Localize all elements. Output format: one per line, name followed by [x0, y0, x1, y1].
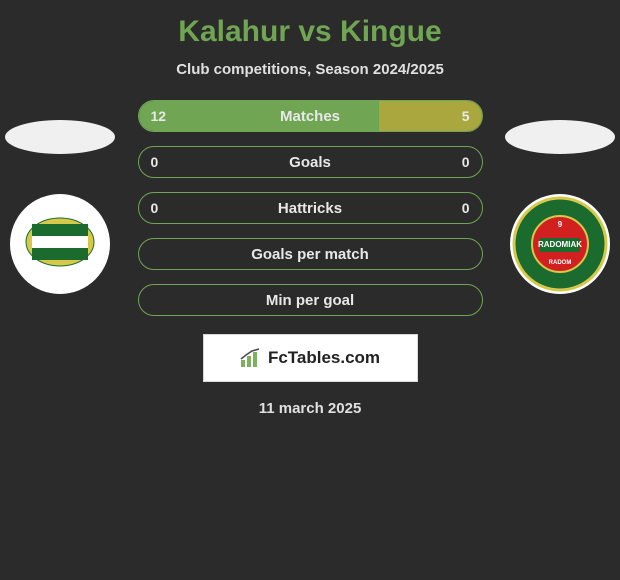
comparison-bars: 125Matches 00Goals 00Hattricks Goals per ma…	[138, 100, 483, 316]
left-player-placeholder	[5, 120, 115, 154]
right-player-column: RADOMIAK RADOM 9	[500, 120, 620, 294]
bar-chart-icon	[240, 348, 262, 368]
bar-label: Goals per match	[139, 239, 482, 269]
left-club-logo	[10, 194, 110, 294]
bar-row: 125Matches	[138, 100, 483, 132]
page-title: Kalahur vs Kingue	[0, 15, 620, 49]
site-badge-text: FcTables.com	[268, 348, 380, 368]
bar-label: Hattricks	[139, 193, 482, 223]
bar-row: 00Hattricks	[138, 192, 483, 224]
lechia-logo-icon	[10, 194, 110, 294]
comparison-card: Kalahur vs Kingue Club competitions, Sea…	[0, 0, 620, 417]
right-club-logo: RADOMIAK RADOM 9	[510, 194, 610, 294]
svg-text:RADOM: RADOM	[549, 260, 572, 266]
subtitle: Club competitions, Season 2024/2025	[0, 61, 620, 78]
radomiak-logo-icon: RADOMIAK RADOM 9	[510, 194, 610, 294]
bar-row: 00Goals	[138, 146, 483, 178]
svg-text:RADOMIAK: RADOMIAK	[538, 240, 582, 249]
bar-row: Goals per match	[138, 238, 483, 270]
svg-text:9: 9	[558, 220, 563, 229]
site-badge[interactable]: FcTables.com	[203, 334, 418, 382]
bar-label: Min per goal	[139, 285, 482, 315]
bar-row: Min per goal	[138, 284, 483, 316]
left-player-column	[0, 120, 120, 294]
right-player-placeholder	[505, 120, 615, 154]
bar-label: Matches	[139, 101, 482, 131]
bar-label: Goals	[139, 147, 482, 177]
date-line: 11 march 2025	[0, 400, 620, 417]
